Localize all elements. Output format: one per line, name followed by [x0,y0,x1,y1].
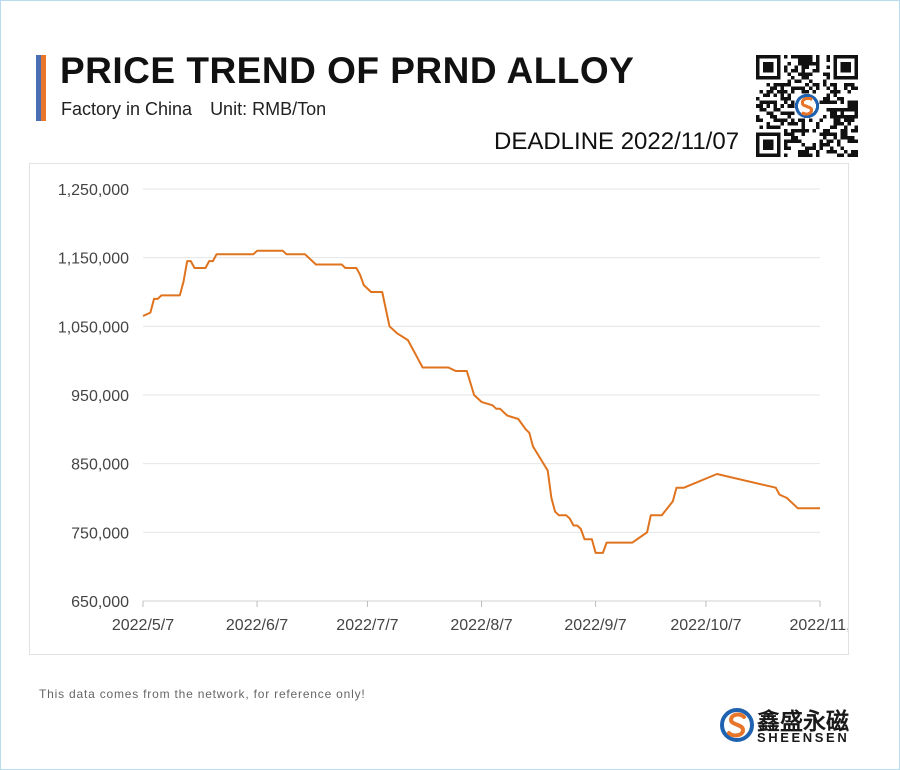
x-tick-label: 2022/10/7 [670,617,741,634]
y-tick-label: 950,000 [71,388,129,405]
x-tick-label: 2022/8/7 [450,617,512,634]
y-tick-label: 850,000 [71,457,129,474]
y-tick-label: 650,000 [71,594,129,611]
title-accent-bar [36,55,46,121]
brand-name-en: SHEENSEN [757,730,850,745]
brand-name-cn: 鑫盛永磁 [757,709,849,735]
price-line-chart: 650,000 750,000 850,000 950,000 1,050,000 1,1… [58,182,848,634]
x-tick-label: 2022/6/7 [226,617,288,634]
y-tick-label: 1,250,000 [58,182,129,199]
deadline-label: DEADLINE 2022/11/07 [494,128,740,155]
x-tick-label: 2022/9/7 [564,617,626,634]
y-tick-label: 1,050,000 [58,319,129,336]
page-title: PRICE TREND OF PRND ALLOY [60,50,635,91]
x-axis-tick-labels: 2022/5/7 2022/6/7 2022/7/7 2022/8/7 2022/9/7… [112,617,848,634]
chart-series [142,249,820,554]
subtitle-unit: Unit: RMB/Ton [210,99,327,119]
x-tick-label: 2022/5/7 [112,617,174,634]
series-line [142,249,820,554]
y-axis-tick-labels: 650,000 750,000 850,000 950,000 1,050,000 1,1… [58,182,129,611]
x-tick-label: 2022/7/7 [336,617,398,634]
x-tick-label: 2022/11, [789,617,848,634]
sheensen-logo: 鑫盛永磁 SHEENSEN [720,700,860,750]
page-subtitle: Factory in China Unit: RMB/Ton [61,99,326,120]
subtitle-factory: Factory in China [61,99,193,119]
chart-gridlines [143,188,820,533]
data-source-note: This data comes from the network, for re… [39,687,366,701]
qr-code-icon [756,55,858,157]
chart-container: 650,000 750,000 850,000 950,000 1,050,000 1,1… [29,163,849,655]
y-tick-label: 1,150,000 [58,251,129,268]
x-axis [142,600,821,607]
sheensen-logo-icon [720,708,754,742]
y-tick-label: 750,000 [71,525,129,542]
